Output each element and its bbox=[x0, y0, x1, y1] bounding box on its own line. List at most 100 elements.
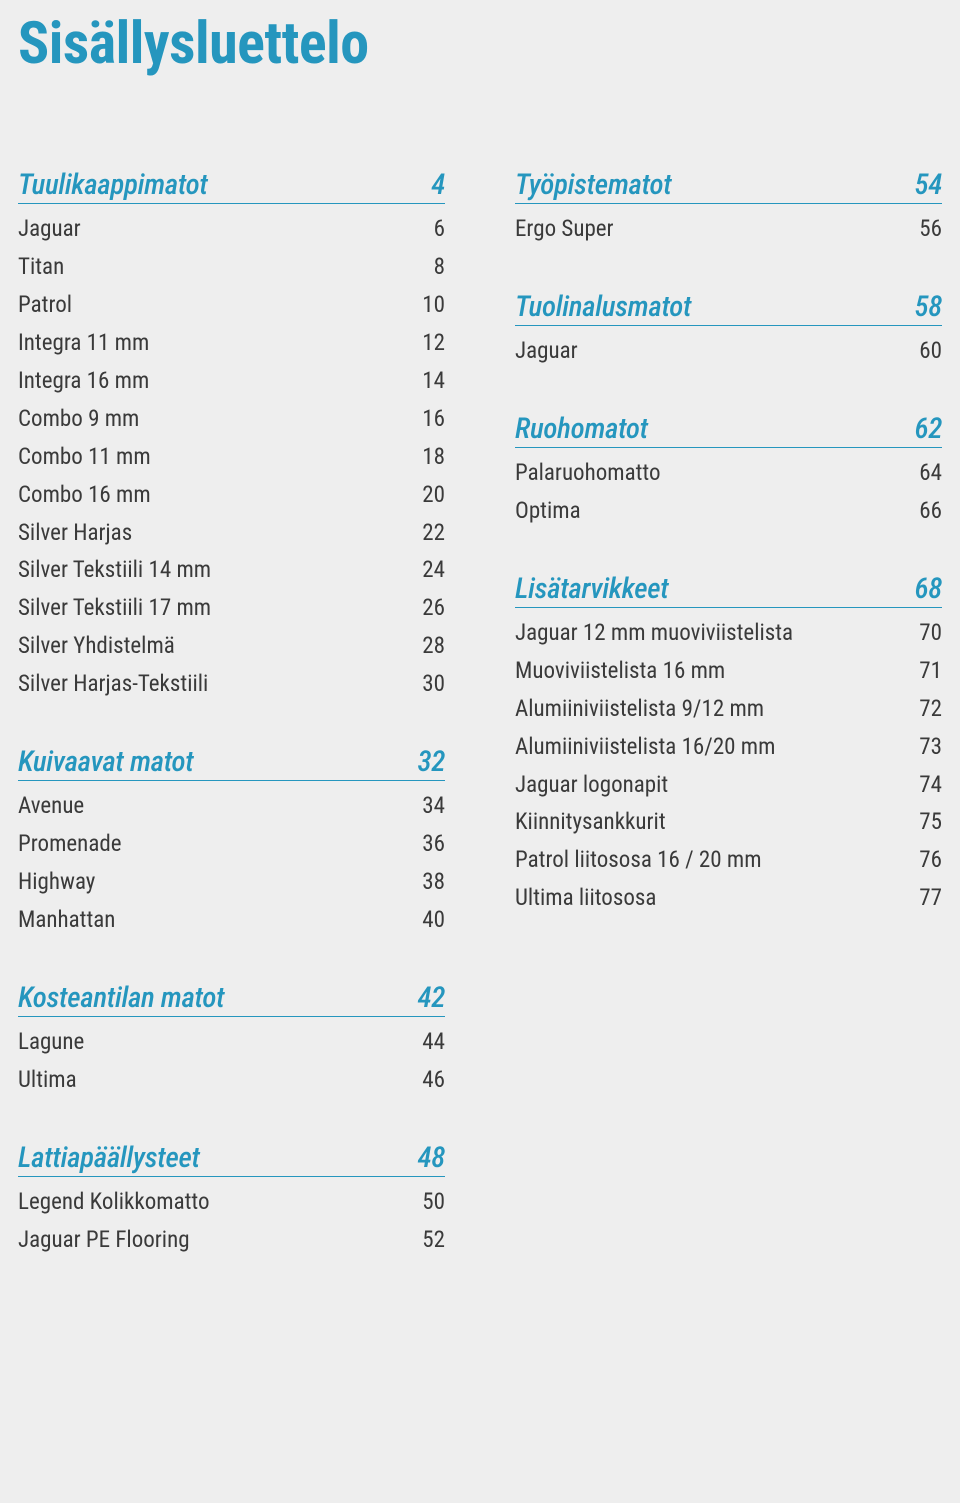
toc-entry[interactable]: Patrol 10 bbox=[18, 286, 445, 324]
toc-column: Työpistematot54 Ergo Super 56 Tuolinalusmat… bbox=[515, 168, 942, 1301]
toc-entry-label: Silver Yhdistelmä bbox=[18, 627, 175, 665]
toc-section-header[interactable]: Ruohomatot62 bbox=[515, 412, 942, 448]
toc-entry-page: 70 bbox=[919, 614, 942, 652]
toc-entry[interactable]: Legend Kolikkomatto 50 bbox=[18, 1183, 445, 1221]
toc-entry-page: 76 bbox=[919, 841, 942, 879]
toc-entry-page: 44 bbox=[422, 1023, 445, 1061]
toc-entry[interactable]: Ergo Super 56 bbox=[515, 210, 942, 248]
toc-entry[interactable]: Jaguar 6 bbox=[18, 210, 445, 248]
toc-section: Tuolinalusmatot 58 Jaguar 60 bbox=[515, 290, 942, 370]
toc-entry[interactable]: Palaruohomatto 64 bbox=[515, 454, 942, 492]
toc-entry[interactable]: Optima 66 bbox=[515, 492, 942, 530]
toc-entry[interactable]: Lagune 44 bbox=[18, 1023, 445, 1061]
toc-section: Ruohomatot62 Palaruohomatto 64 Optima 66 bbox=[515, 412, 942, 530]
toc-section-page: 62 bbox=[914, 412, 942, 446]
toc-entry-page: 36 bbox=[422, 825, 445, 863]
toc-section-page: 42 bbox=[417, 981, 445, 1015]
toc-entry-page: 14 bbox=[422, 362, 445, 400]
toc-entry-page: 10 bbox=[422, 286, 445, 324]
toc-entry-page: 66 bbox=[919, 492, 942, 530]
toc-entry-page: 75 bbox=[919, 803, 942, 841]
toc-entry[interactable]: Patrol liitososa 16 / 20 mm 76 bbox=[515, 841, 942, 879]
toc-entry-label: Silver Tekstiili 17 mm bbox=[18, 589, 211, 627]
toc-entry-label: Muoviviistelista 16 mm bbox=[515, 652, 725, 690]
toc-entry[interactable]: Manhattan40 bbox=[18, 901, 445, 939]
toc-entry-label: Optima bbox=[515, 492, 581, 530]
toc-entry-label: Combo 16 mm bbox=[18, 476, 151, 514]
toc-columns: Tuulikaappimatot4Jaguar6Titan8Patrol10In… bbox=[18, 168, 942, 1301]
toc-entry-page: 8 bbox=[434, 248, 445, 286]
toc-entry-label: Patrol bbox=[18, 286, 72, 324]
toc-entry[interactable]: Jaguar logonapit 74 bbox=[515, 766, 942, 804]
toc-section-header[interactable]: Tuulikaappimatot 4 bbox=[18, 168, 445, 204]
toc-entry[interactable]: Combo 9 mm16 bbox=[18, 400, 445, 438]
toc-section-page: 48 bbox=[417, 1141, 445, 1175]
toc-entry-label: Jaguar 12 mm muoviviistelista bbox=[515, 614, 793, 652]
toc-entry[interactable]: Combo 16 mm 20 bbox=[18, 476, 445, 514]
toc-entry-page: 73 bbox=[919, 728, 942, 766]
toc-entry[interactable]: Jaguar 60 bbox=[515, 332, 942, 370]
toc-entry-label: Silver Harjas bbox=[18, 514, 132, 552]
toc-entry[interactable]: Ultima liitososa77 bbox=[515, 879, 942, 917]
toc-entry[interactable]: Titan8 bbox=[18, 248, 445, 286]
toc-entry-page: 60 bbox=[919, 332, 942, 370]
toc-entry[interactable]: Silver Harjas22 bbox=[18, 514, 445, 552]
toc-section-page: 58 bbox=[914, 290, 942, 324]
toc-section-header[interactable]: Lattiapäällysteet48 bbox=[18, 1141, 445, 1177]
toc-entry[interactable]: Jaguar 12 mm muoviviistelista 70 bbox=[515, 614, 942, 652]
toc-entry-label: Combo 11 mm bbox=[18, 438, 151, 476]
toc-entry[interactable]: Promenade36 bbox=[18, 825, 445, 863]
toc-section: Kosteantilan matot42 Lagune 44Ultima46 bbox=[18, 981, 445, 1099]
toc-section-header[interactable]: Tuolinalusmatot 58 bbox=[515, 290, 942, 326]
toc-entry[interactable]: Jaguar PE Flooring52 bbox=[18, 1221, 445, 1259]
toc-entry-page: 26 bbox=[422, 589, 445, 627]
toc-section-page: 32 bbox=[417, 745, 445, 779]
toc-entry-page: 28 bbox=[422, 627, 445, 665]
toc-section-header[interactable]: Lisätarvikkeet68 bbox=[515, 572, 942, 608]
toc-section-title: Kuivaavat matot bbox=[18, 745, 194, 779]
toc-entry-page: 64 bbox=[919, 454, 942, 492]
toc-entry-label: Ultima bbox=[18, 1061, 77, 1099]
toc-section-title: Tuulikaappimatot bbox=[18, 168, 208, 202]
toc-entry-label: Jaguar bbox=[18, 210, 81, 248]
toc-section-title: Tuolinalusmatot bbox=[515, 290, 691, 324]
toc-entry-label: Legend Kolikkomatto bbox=[18, 1183, 210, 1221]
toc-entry-page: 34 bbox=[422, 787, 445, 825]
toc-entry-page: 50 bbox=[422, 1183, 445, 1221]
toc-entry-label: Palaruohomatto bbox=[515, 454, 661, 492]
toc-entry[interactable]: Highway38 bbox=[18, 863, 445, 901]
toc-entry-label: Kiinnitysankkurit bbox=[515, 803, 666, 841]
toc-section-header[interactable]: Kuivaavat matot 32 bbox=[18, 745, 445, 781]
toc-entry[interactable]: Ultima46 bbox=[18, 1061, 445, 1099]
toc-entry[interactable]: Silver Tekstiili 17 mm 26 bbox=[18, 589, 445, 627]
toc-entry[interactable]: Silver Harjas-Tekstiili30 bbox=[18, 665, 445, 703]
toc-entry-page: 56 bbox=[919, 210, 942, 248]
toc-entry[interactable]: Alumiiniviistelista 9/12 mm72 bbox=[515, 690, 942, 728]
toc-entry-page: 6 bbox=[434, 210, 445, 248]
toc-entry-page: 16 bbox=[422, 400, 445, 438]
toc-entry[interactable]: Silver Yhdistelmä 28 bbox=[18, 627, 445, 665]
toc-entry-label: Lagune bbox=[18, 1023, 84, 1061]
toc-section-header[interactable]: Työpistematot54 bbox=[515, 168, 942, 204]
toc-entry[interactable]: Kiinnitysankkurit 75 bbox=[515, 803, 942, 841]
toc-entry[interactable]: Integra 11 mm12 bbox=[18, 324, 445, 362]
toc-section-title: Lisätarvikkeet bbox=[515, 572, 669, 606]
toc-entry-page: 20 bbox=[422, 476, 445, 514]
toc-entry[interactable]: Silver Tekstiili 14 mm24 bbox=[18, 551, 445, 589]
toc-entry[interactable]: Muoviviistelista 16 mm71 bbox=[515, 652, 942, 690]
toc-entry[interactable]: Alumiiniviistelista 16/20 mm73 bbox=[515, 728, 942, 766]
page-title: Sisällysluettelo bbox=[18, 10, 942, 78]
toc-entry[interactable]: Avenue34 bbox=[18, 787, 445, 825]
toc-entry-label: Jaguar bbox=[515, 332, 578, 370]
toc-entry-label: Alumiiniviistelista 9/12 mm bbox=[515, 690, 764, 728]
toc-entry-page: 24 bbox=[422, 551, 445, 589]
toc-entry[interactable]: Combo 11 mm18 bbox=[18, 438, 445, 476]
toc-entry-label: Ergo Super bbox=[515, 210, 614, 248]
toc-entry[interactable]: Integra 16 mm14 bbox=[18, 362, 445, 400]
toc-entry-label: Jaguar logonapit bbox=[515, 766, 668, 804]
toc-section-header[interactable]: Kosteantilan matot42 bbox=[18, 981, 445, 1017]
toc-entry-label: Patrol liitososa 16 / 20 mm bbox=[515, 841, 762, 879]
toc-entry-page: 74 bbox=[919, 766, 942, 804]
toc-section-page: 4 bbox=[431, 168, 445, 202]
toc-section: Työpistematot54 Ergo Super 56 bbox=[515, 168, 942, 248]
